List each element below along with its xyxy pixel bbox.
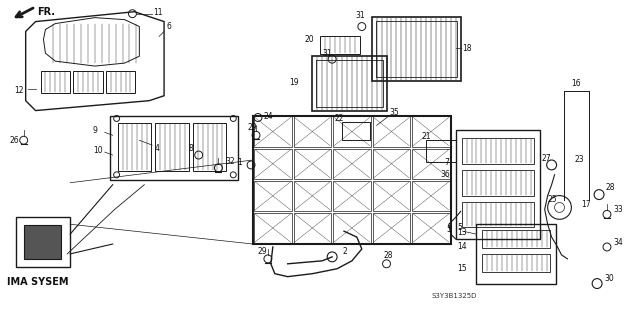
- Text: 20: 20: [305, 35, 314, 44]
- Bar: [24, 225, 61, 259]
- Bar: [294, 181, 331, 211]
- Text: 11: 11: [153, 8, 163, 17]
- Text: 31: 31: [356, 11, 365, 20]
- Text: 18: 18: [463, 44, 472, 53]
- Bar: [342, 122, 370, 140]
- Text: S3Y3B1325D: S3Y3B1325D: [431, 293, 476, 300]
- Text: 10: 10: [93, 145, 102, 155]
- Bar: [426, 140, 456, 162]
- Bar: [333, 149, 371, 179]
- Bar: [16, 217, 70, 267]
- Text: 23: 23: [574, 155, 584, 165]
- Bar: [193, 123, 227, 171]
- Text: FR.: FR.: [38, 7, 56, 17]
- Text: 2: 2: [342, 248, 347, 256]
- Bar: [73, 71, 103, 93]
- Bar: [320, 36, 360, 54]
- Text: 33: 33: [613, 205, 623, 214]
- Bar: [294, 116, 331, 147]
- Bar: [412, 116, 450, 147]
- Bar: [483, 254, 550, 272]
- Bar: [333, 213, 371, 243]
- Text: 15: 15: [457, 264, 467, 273]
- Bar: [412, 213, 450, 243]
- Bar: [254, 181, 292, 211]
- Text: 16: 16: [572, 79, 581, 88]
- Bar: [483, 230, 550, 248]
- Text: 28: 28: [606, 183, 616, 192]
- Text: 17: 17: [581, 200, 591, 209]
- Text: 31: 31: [323, 49, 332, 58]
- Bar: [372, 213, 410, 243]
- Text: 9: 9: [93, 126, 98, 135]
- Bar: [254, 149, 292, 179]
- Text: 4: 4: [154, 144, 159, 152]
- Bar: [254, 116, 292, 147]
- Bar: [461, 170, 534, 196]
- Text: 5: 5: [458, 223, 463, 232]
- Text: 6: 6: [166, 22, 171, 31]
- Text: 27: 27: [541, 153, 551, 162]
- Text: 5: 5: [447, 225, 452, 234]
- Text: IMA SYSEM: IMA SYSEM: [7, 277, 68, 286]
- Text: 32: 32: [225, 158, 235, 167]
- Bar: [254, 213, 292, 243]
- Text: 36: 36: [441, 170, 451, 179]
- Text: 12: 12: [14, 86, 23, 95]
- Bar: [412, 181, 450, 211]
- Text: 14: 14: [457, 242, 467, 251]
- Bar: [372, 116, 410, 147]
- Bar: [312, 56, 387, 111]
- Bar: [461, 202, 534, 227]
- Text: 34: 34: [613, 238, 623, 247]
- Text: 7: 7: [444, 159, 449, 167]
- Bar: [109, 115, 238, 180]
- Text: 19: 19: [289, 78, 298, 87]
- Text: 30: 30: [604, 274, 614, 283]
- Text: 1: 1: [237, 159, 242, 167]
- Bar: [253, 115, 451, 244]
- Text: 22: 22: [334, 114, 344, 123]
- Bar: [294, 213, 331, 243]
- Bar: [372, 181, 410, 211]
- Bar: [40, 71, 70, 93]
- Bar: [476, 224, 556, 284]
- Text: 25: 25: [548, 195, 557, 204]
- Text: 13: 13: [457, 228, 467, 237]
- Text: 26: 26: [10, 136, 19, 145]
- Text: 21: 21: [421, 132, 431, 141]
- Bar: [456, 130, 540, 239]
- Bar: [155, 123, 189, 171]
- Bar: [376, 21, 457, 77]
- Bar: [372, 149, 410, 179]
- Text: 28: 28: [383, 251, 393, 260]
- Text: 24: 24: [264, 112, 273, 121]
- Text: 29: 29: [258, 248, 268, 256]
- Text: 8: 8: [189, 144, 193, 152]
- Bar: [106, 71, 136, 93]
- Bar: [294, 149, 331, 179]
- Bar: [372, 17, 461, 81]
- Bar: [333, 116, 371, 147]
- Bar: [316, 60, 383, 107]
- Text: 29: 29: [247, 123, 257, 132]
- Bar: [461, 138, 534, 164]
- Bar: [412, 149, 450, 179]
- Bar: [333, 181, 371, 211]
- Bar: [118, 123, 151, 171]
- Text: 35: 35: [390, 108, 399, 117]
